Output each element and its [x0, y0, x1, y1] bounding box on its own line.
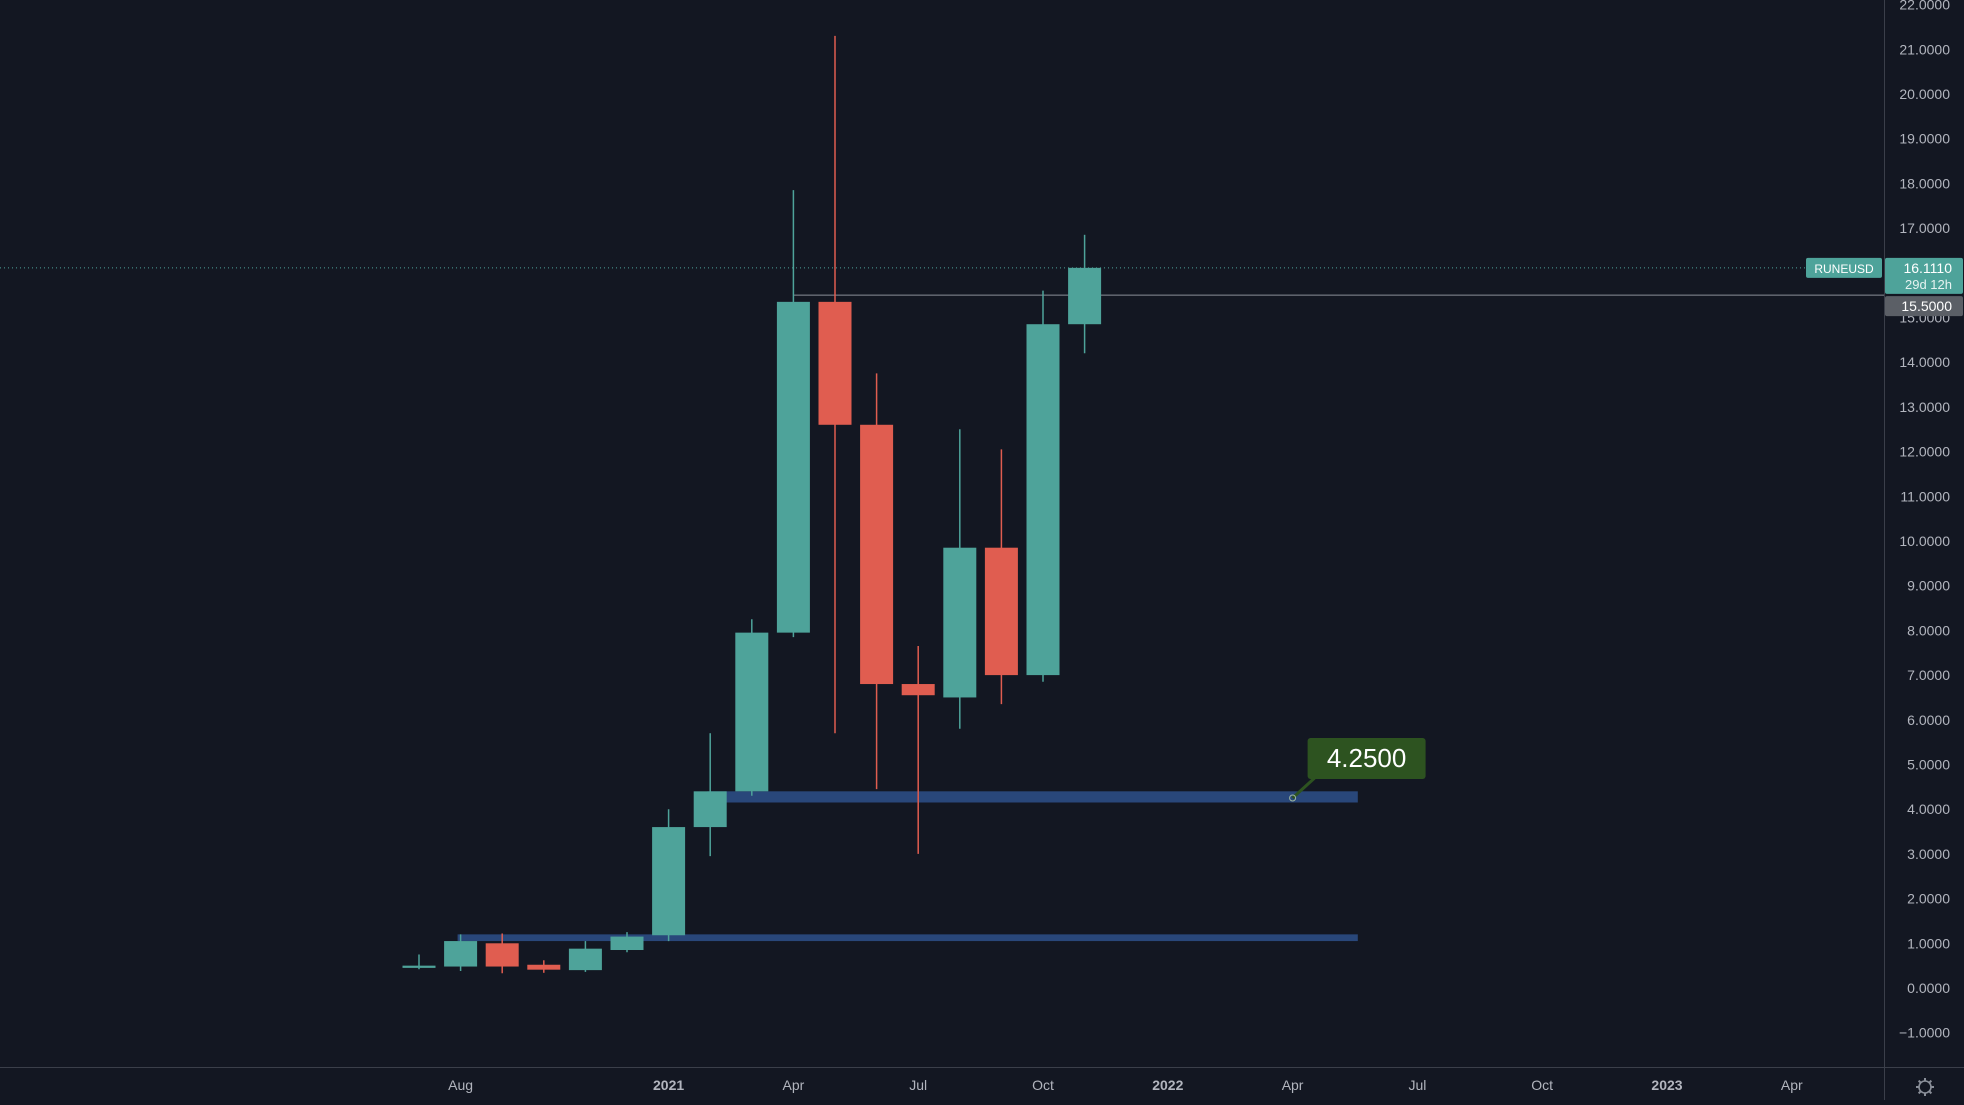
candle-2020-08: [444, 934, 478, 972]
y-tick-label: 22.0000: [1899, 0, 1950, 13]
y-tick-label: 3.0000: [1907, 846, 1950, 862]
x-tick-label: 2021: [653, 1077, 684, 1093]
candle-body: [485, 943, 519, 967]
y-tick-label: 0.0000: [1907, 980, 1950, 996]
y-tick-label: 9.0000: [1907, 578, 1950, 594]
candle-body: [652, 827, 686, 936]
x-tick-label: Apr: [783, 1077, 805, 1093]
support-zones: [457, 791, 1358, 942]
x-tick-label: Apr: [1781, 1077, 1803, 1093]
candle-2021-02: [693, 733, 727, 857]
candles: [402, 35, 1102, 974]
candle-body: [901, 684, 935, 696]
candle-body: [943, 547, 977, 698]
y-tick-label: 13.0000: [1899, 399, 1950, 415]
reference-lines: [0, 267, 1884, 296]
candle-2020-09: [485, 933, 519, 974]
price-axis-panel: [1884, 0, 1964, 1100]
candle-2021-09: [984, 449, 1018, 705]
candle-2020-10: [527, 960, 561, 973]
candle-body: [984, 547, 1018, 676]
x-tick-label: Jul: [1408, 1077, 1426, 1093]
candle-body: [1068, 267, 1102, 325]
candle-2021-08: [943, 429, 977, 729]
candle-2020-11: [568, 941, 602, 972]
support-zone-1: [707, 791, 1358, 803]
candle-2021-11: [1068, 234, 1102, 354]
support-zone-2: [457, 934, 1358, 942]
candle-body: [527, 964, 561, 970]
candle-body: [776, 301, 810, 633]
y-tick-label: −1.0000: [1899, 1025, 1950, 1041]
settings-button[interactable]: [1916, 1078, 1934, 1096]
y-tick-label: 6.0000: [1907, 712, 1950, 728]
level-price-label: 15.5000: [1885, 296, 1963, 317]
y-tick-label: 20.0000: [1899, 86, 1950, 102]
candle-2021-05: [818, 35, 852, 734]
candle-body: [402, 965, 436, 968]
callout-pointer: [1291, 776, 1316, 800]
candle-body: [444, 941, 478, 967]
callout-box: [1307, 738, 1426, 780]
candle-body: [1026, 324, 1060, 676]
level-price-label-box: [1885, 296, 1963, 317]
y-tick-label: 18.0000: [1899, 175, 1950, 191]
y-tick-label: 8.0000: [1907, 622, 1950, 638]
callout-anchor-dot: [1289, 794, 1297, 802]
y-tick-label: 10.0000: [1899, 533, 1950, 549]
candle-body: [693, 791, 727, 828]
last-price-value: 16.1110: [1903, 260, 1952, 276]
x-tick-label: 2023: [1651, 1077, 1682, 1093]
symbol-tag: RUNEUSD: [1806, 257, 1882, 278]
x-tick-label: Oct: [1531, 1077, 1553, 1093]
y-tick-label: 5.0000: [1907, 757, 1950, 773]
last-price-label-box: [1885, 257, 1963, 294]
y-tick-label: 14.0000: [1899, 354, 1950, 370]
y-tick-label: 17.0000: [1899, 220, 1950, 236]
candle-body: [568, 948, 602, 971]
y-tick-label: 1.0000: [1907, 935, 1950, 951]
gear-tooth: [1928, 1079, 1933, 1084]
candle-2021-04: [776, 190, 810, 638]
candle-2020-12: [610, 932, 644, 953]
gear-icon: [1916, 1078, 1934, 1096]
candle-body: [610, 936, 644, 951]
price-callout-group: 4.2500: [1289, 738, 1426, 802]
y-tick-label: 11.0000: [1900, 488, 1950, 504]
x-tick-label: Aug: [448, 1077, 473, 1093]
y-tick-label: 4.0000: [1907, 801, 1950, 817]
x-tick-label: Apr: [1282, 1077, 1304, 1093]
symbol-tag-box: [1806, 257, 1882, 278]
y-tick-label: 21.0000: [1899, 41, 1950, 57]
x-tick-label: 2022: [1152, 1077, 1183, 1093]
x-tick-label: Jul: [909, 1077, 927, 1093]
gear-tooth: [1928, 1090, 1933, 1095]
candle-2021-07: [901, 646, 935, 854]
candle-2021-10: [1026, 290, 1060, 682]
candle-body: [860, 424, 894, 685]
y-tick-label: 12.0000: [1899, 444, 1950, 460]
y-tick-label: 19.0000: [1899, 131, 1950, 147]
time-axis-panel: [0, 1067, 1964, 1100]
candle-body: [818, 301, 852, 425]
y-tick-label: 2.0000: [1907, 891, 1950, 907]
x-tick-label: Oct: [1032, 1077, 1054, 1093]
level-price-value: 15.5000: [1901, 298, 1952, 314]
candle-2021-06: [860, 373, 894, 790]
callout-label: 4.2500: [1327, 743, 1407, 773]
y-tick-label: 7.0000: [1907, 667, 1950, 683]
gear-tooth: [1917, 1079, 1922, 1084]
candle-body: [735, 632, 769, 792]
candle-2021-03: [735, 619, 769, 796]
symbol-tag-label: RUNEUSD: [1814, 262, 1874, 276]
gear-tooth: [1917, 1090, 1922, 1095]
candle-2020-07: [402, 954, 436, 970]
candle-2021-01: [652, 809, 686, 942]
last-price-countdown: 29d 12h: [1905, 277, 1952, 292]
